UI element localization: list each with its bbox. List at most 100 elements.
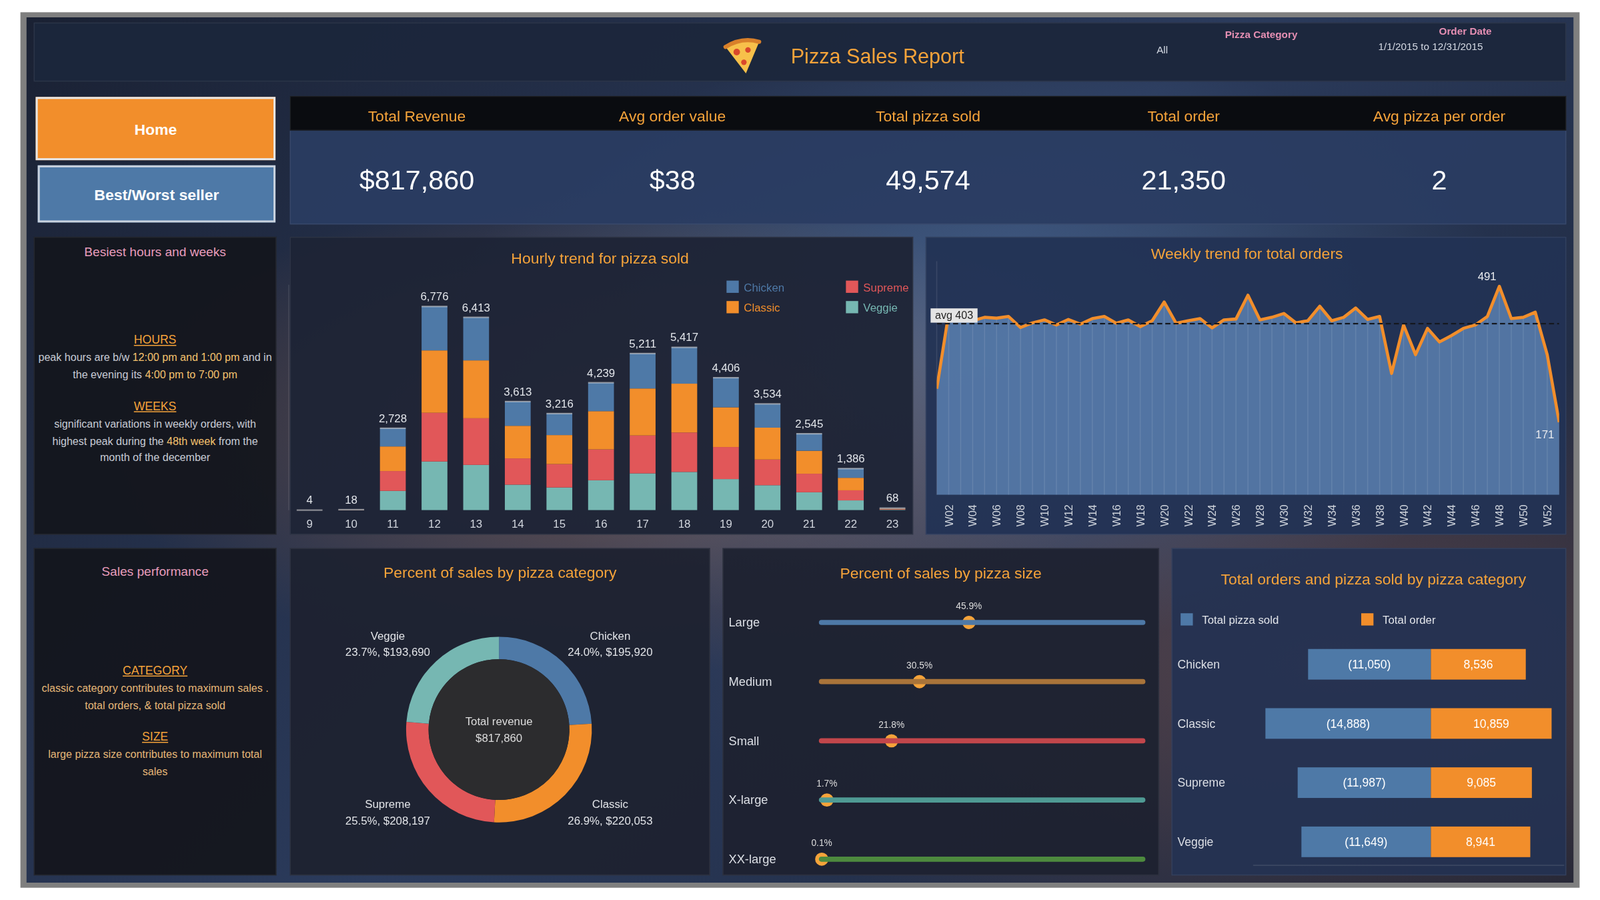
- pizza-slice: [725, 40, 759, 74]
- week-rule: [1558, 422, 1560, 495]
- notes-body: HOURSpeak hours are b/w 12:00 pm and 1:0…: [33, 333, 277, 483]
- bar-segment: [463, 360, 490, 419]
- category-label: W14: [1086, 504, 1099, 527]
- total-label: 1,386: [837, 452, 866, 465]
- week-rule: [1127, 319, 1130, 495]
- week-rule: [1247, 294, 1249, 495]
- total-label: 3,216: [545, 397, 574, 411]
- chart-title: Weekly trend for total orders: [1151, 244, 1344, 263]
- bar-segment: [879, 508, 906, 510]
- reference-label: avg 403: [935, 308, 974, 321]
- bar-segment: [463, 418, 490, 465]
- bar-segment: [712, 446, 739, 479]
- category-label: Small: [728, 733, 759, 748]
- total-mark: [546, 412, 573, 415]
- week-rule: [1307, 320, 1309, 495]
- bar-segment: [837, 490, 864, 501]
- chart-title: Percent of sales by pizza size: [840, 564, 1042, 582]
- slice-separator: ,: [599, 814, 606, 828]
- nav-button[interactable]: Home: [36, 96, 277, 161]
- bar-segment: [629, 435, 656, 474]
- data-label: (14,888): [1326, 716, 1370, 731]
- category-label: W52: [1541, 504, 1554, 527]
- week-rule: [1403, 324, 1405, 495]
- slice-label: 26.9%, $220,053: [567, 814, 653, 828]
- bar-segment: [421, 350, 448, 413]
- bar-segment: [754, 403, 781, 428]
- area-marks: [937, 286, 1560, 495]
- week-rule: [1031, 322, 1034, 495]
- slice-revenue: $208,197: [383, 814, 431, 828]
- category-label: 9: [306, 517, 313, 531]
- category-label: W42: [1421, 504, 1434, 527]
- week-rule: [972, 320, 974, 495]
- week-rule: [1498, 286, 1500, 495]
- filter-label: Order Date: [1439, 25, 1492, 37]
- bar: [1297, 766, 1432, 798]
- slice-percent: 25.5%: [345, 814, 378, 828]
- kpis: Total Revenue$817,860Avg order value$38T…: [359, 107, 1506, 196]
- week-rule: [1223, 319, 1225, 495]
- week-rule: [1019, 327, 1022, 495]
- slice-category: Classic: [592, 797, 629, 811]
- legend-label: Veggie: [863, 301, 898, 315]
- data-label: 1.7%: [816, 778, 838, 789]
- week-rule: [1175, 323, 1178, 495]
- track: [821, 738, 1144, 744]
- category-label: W38: [1373, 504, 1386, 527]
- data-label: 171: [1535, 428, 1554, 441]
- week-rule: [1187, 320, 1190, 495]
- kpi-label: Avg order value: [618, 107, 726, 125]
- legend-swatch: [1361, 612, 1374, 625]
- category-label: W22: [1182, 504, 1195, 527]
- charts-layer: Pizza Sales ReportPizza CategoryAllOrder…: [0, 0, 1600, 900]
- legend-swatch: [726, 280, 739, 293]
- week-rule: [1151, 320, 1154, 495]
- week-rule: [1522, 317, 1524, 495]
- kpi-label: Total pizza sold: [875, 107, 981, 125]
- category-label: XX-large: [728, 851, 776, 866]
- bar-segment: [338, 509, 365, 511]
- nav-button[interactable]: Best/Worst seller: [38, 165, 276, 223]
- bar-segment: [380, 446, 407, 471]
- total-mark: [629, 352, 656, 355]
- chart-title: Total orders and pizza sold by pizza cat…: [1220, 570, 1526, 588]
- week-rule: [1199, 318, 1202, 495]
- bar-segment: [588, 449, 615, 481]
- bar-segment: [879, 508, 906, 510]
- notes-text: peak hours are b/w 12:00 pm and 1:00 pm …: [38, 348, 273, 383]
- total-label: 68: [886, 492, 900, 505]
- slice-percent: 23.7%: [345, 645, 378, 659]
- category-label: 21: [803, 517, 816, 531]
- data-label: 45.9%: [955, 600, 982, 611]
- slice-separator: ,: [376, 645, 383, 659]
- notes-heading: WEEKS: [38, 400, 273, 413]
- bar-segment: [754, 427, 781, 460]
- total-label: 5,417: [670, 330, 699, 344]
- bar-segment: [879, 508, 906, 510]
- total-label: 18: [344, 493, 358, 507]
- bar-segment: [796, 433, 823, 451]
- slice-separator: ,: [376, 814, 383, 828]
- notes-span: classic category contributes to maximum …: [41, 681, 269, 711]
- slice-percent: 24.0%: [567, 645, 600, 659]
- category-label: 23: [886, 517, 900, 531]
- notes-highlight: 4:00 pm to 7:00 pm: [144, 367, 237, 380]
- total-mark: [879, 507, 906, 509]
- header: Pizza Sales ReportPizza CategoryAllOrder…: [725, 25, 1492, 74]
- bar-segment: [380, 470, 407, 491]
- legend-label: Chicken: [743, 281, 785, 295]
- chart: Weekly trend for total ordersavg 4034911…: [930, 244, 1559, 527]
- week-rule: [1427, 328, 1429, 495]
- dashboard: HomeBest/Worst sellerBesiest hours and w…: [0, 0, 1600, 900]
- total-label: 3,534: [753, 387, 782, 401]
- bar-segment: [671, 471, 698, 510]
- notes-text: classic category contributes to maximum …: [38, 679, 273, 713]
- legend-label: Total order: [1382, 613, 1436, 627]
- data-label: 8,536: [1463, 657, 1494, 671]
- week-rule: [1343, 317, 1345, 495]
- category-label: W28: [1253, 504, 1266, 527]
- notes-title: Sales performance: [33, 564, 277, 579]
- total-mark: [338, 508, 365, 511]
- category-label: W26: [1229, 504, 1242, 527]
